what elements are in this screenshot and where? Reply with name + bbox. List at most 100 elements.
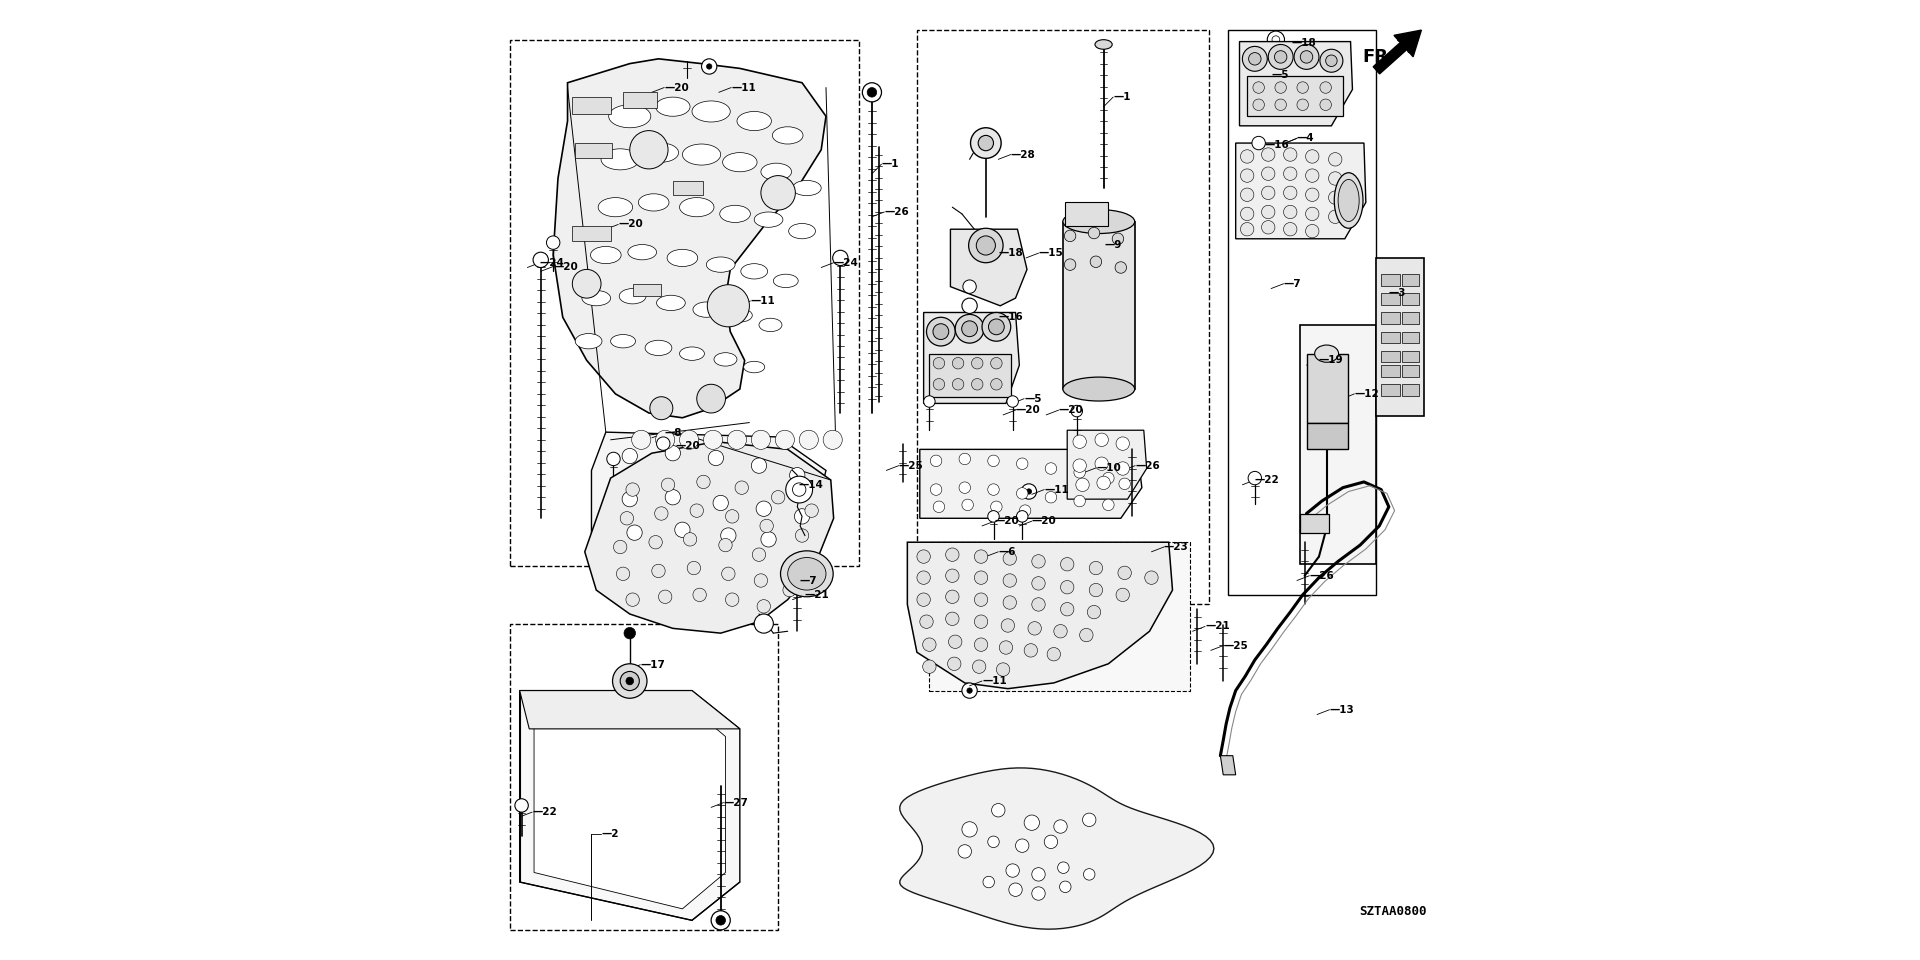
Circle shape (1083, 813, 1096, 827)
Circle shape (991, 378, 1002, 390)
Bar (1402, 365, 1419, 376)
Circle shape (991, 357, 1002, 369)
Text: —3: —3 (1388, 288, 1405, 299)
Text: —26: —26 (885, 207, 910, 217)
Circle shape (962, 683, 977, 698)
Bar (1380, 350, 1400, 362)
Circle shape (1008, 883, 1021, 897)
Circle shape (1073, 435, 1087, 448)
Circle shape (1329, 153, 1342, 166)
Circle shape (1031, 555, 1044, 568)
Polygon shape (920, 449, 1142, 518)
Circle shape (983, 876, 995, 888)
Circle shape (728, 430, 747, 449)
Circle shape (933, 324, 948, 340)
Bar (929, 353, 1010, 396)
Circle shape (795, 509, 810, 524)
Circle shape (785, 476, 812, 503)
Circle shape (991, 501, 1002, 513)
Circle shape (962, 280, 975, 294)
Text: —20: —20 (995, 516, 1020, 526)
Circle shape (616, 567, 630, 581)
Text: —16: —16 (1265, 140, 1288, 150)
Circle shape (1240, 169, 1254, 182)
Circle shape (1064, 259, 1075, 271)
Ellipse shape (707, 257, 735, 273)
Circle shape (751, 430, 770, 449)
Circle shape (1094, 433, 1108, 446)
Ellipse shape (743, 361, 764, 372)
Circle shape (920, 615, 933, 629)
Circle shape (1325, 55, 1336, 66)
Circle shape (1091, 256, 1102, 268)
Circle shape (1071, 405, 1083, 417)
Text: —21: —21 (804, 589, 829, 600)
Circle shape (918, 593, 931, 607)
Text: —12: —12 (1354, 389, 1379, 398)
Text: SZTAA0800: SZTAA0800 (1359, 905, 1427, 919)
Bar (672, 181, 703, 195)
Circle shape (1031, 887, 1044, 900)
Circle shape (972, 357, 983, 369)
Ellipse shape (582, 291, 611, 306)
Bar (572, 97, 611, 114)
Ellipse shape (758, 318, 781, 331)
Ellipse shape (720, 205, 751, 223)
Bar (1402, 331, 1419, 343)
Text: —5: —5 (1271, 70, 1288, 80)
Circle shape (960, 453, 970, 465)
Ellipse shape (680, 347, 705, 360)
Circle shape (1284, 148, 1296, 161)
Text: —22: —22 (1256, 475, 1279, 485)
Circle shape (987, 484, 998, 495)
Circle shape (622, 448, 637, 464)
Circle shape (1016, 839, 1029, 852)
Text: —1: —1 (881, 159, 899, 169)
Circle shape (1073, 467, 1085, 478)
Circle shape (697, 384, 726, 413)
Ellipse shape (787, 558, 826, 590)
Text: —20: —20 (664, 83, 689, 92)
Bar (632, 284, 660, 297)
Circle shape (1020, 505, 1031, 516)
Circle shape (1060, 603, 1073, 616)
Circle shape (933, 501, 945, 513)
Circle shape (1261, 148, 1275, 161)
Circle shape (735, 303, 741, 308)
Circle shape (1079, 629, 1092, 642)
Bar (624, 92, 657, 108)
Circle shape (755, 574, 768, 588)
Circle shape (1031, 577, 1044, 590)
Circle shape (987, 836, 998, 848)
Circle shape (626, 483, 639, 496)
Circle shape (660, 478, 674, 492)
Text: —27: —27 (724, 798, 749, 807)
Circle shape (718, 539, 732, 552)
Ellipse shape (774, 275, 799, 288)
Circle shape (1294, 44, 1319, 69)
Circle shape (1242, 46, 1267, 71)
Text: —8: —8 (664, 428, 682, 438)
Polygon shape (1236, 143, 1365, 239)
Circle shape (973, 593, 987, 607)
Circle shape (703, 430, 722, 449)
Circle shape (968, 228, 1002, 263)
Circle shape (795, 529, 808, 542)
Ellipse shape (741, 264, 768, 279)
Polygon shape (520, 690, 739, 729)
Ellipse shape (1064, 209, 1135, 233)
Text: —5: —5 (1023, 394, 1043, 403)
Circle shape (655, 507, 668, 520)
Circle shape (962, 499, 973, 511)
Circle shape (1319, 99, 1331, 110)
Circle shape (1275, 51, 1286, 63)
Circle shape (1306, 169, 1319, 182)
Polygon shape (586, 442, 833, 634)
Circle shape (735, 481, 749, 494)
Text: —20: —20 (1058, 405, 1083, 415)
Circle shape (799, 430, 818, 449)
Circle shape (1306, 207, 1319, 221)
Bar (1380, 365, 1400, 376)
Circle shape (1083, 869, 1094, 880)
Text: —24: —24 (833, 257, 858, 268)
